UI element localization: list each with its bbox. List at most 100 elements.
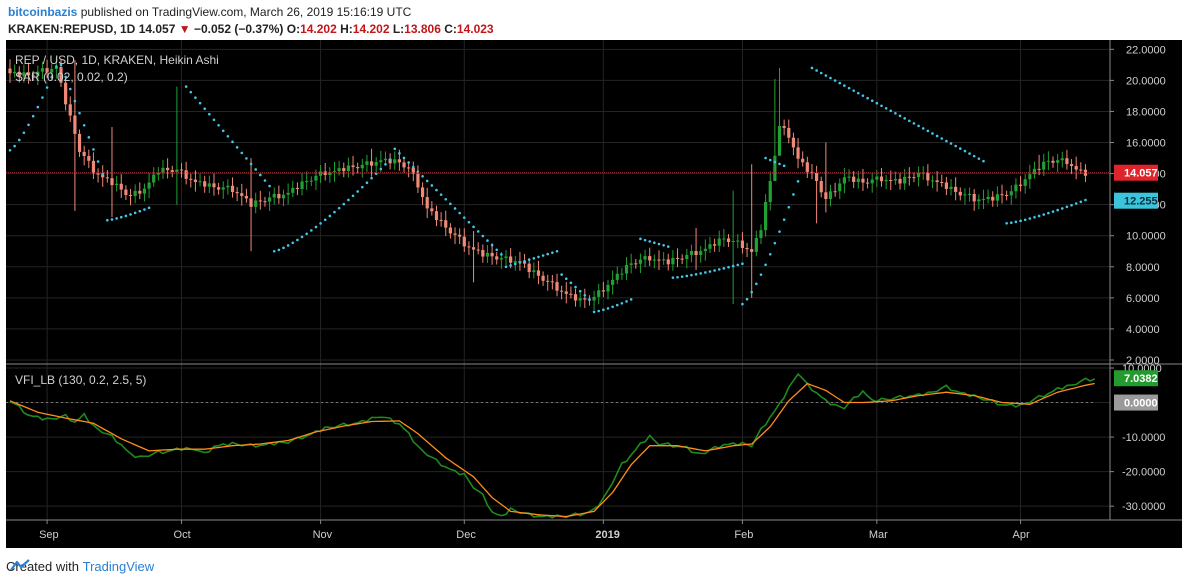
candle-body [332, 171, 337, 173]
sar-dot [1074, 202, 1078, 205]
candle-body [77, 133, 82, 152]
candle-body [351, 165, 355, 168]
sar-dot [1065, 205, 1069, 209]
chart-area[interactable]: REP / USD, 1D, KRAKEN, Heikin Ashi SAR (0… [6, 40, 1182, 548]
candle-body [328, 172, 332, 175]
sar-dot [96, 160, 100, 163]
sar-dot [50, 75, 54, 79]
candle-body [36, 71, 40, 76]
sar-dot [912, 122, 916, 125]
sar-dot [393, 147, 397, 151]
candle-body [101, 174, 105, 178]
candle-body [407, 167, 411, 169]
sar-dot [235, 146, 239, 149]
candle-body [699, 251, 703, 255]
sar-dot [203, 107, 206, 110]
sar-dot [314, 225, 318, 229]
sar-dot [759, 273, 763, 276]
candle-body [995, 194, 999, 201]
candle-body [369, 161, 374, 166]
sar-dot [917, 124, 920, 128]
candle-body [764, 202, 768, 231]
candle-body [175, 169, 179, 173]
sar-dot [305, 232, 308, 236]
candle-body [179, 169, 184, 171]
candle-body [504, 256, 508, 259]
zero-badge-bg [1114, 394, 1158, 411]
candle-body [657, 259, 661, 261]
sar-dot [921, 127, 925, 130]
chart-svg[interactable]: REP / USD, 1D, KRAKEN, Heikin Ashi SAR (0… [6, 40, 1182, 548]
candle-body [337, 168, 341, 172]
sar-dot [22, 131, 26, 135]
tradingview-link[interactable]: TradingView [82, 559, 155, 574]
sar-dot [852, 89, 855, 92]
published-line: bitcoinbazis published on TradingView.co… [8, 5, 411, 19]
candle-body [573, 294, 578, 301]
sar-dot [1070, 203, 1073, 207]
time-label: Oct [174, 529, 191, 541]
candle-body [666, 259, 670, 265]
candle-body [865, 182, 870, 184]
sar-dot [27, 123, 30, 127]
candle-body [601, 290, 605, 292]
author-link[interactable]: bitcoinbazis [8, 5, 78, 19]
sar-dot [504, 265, 508, 269]
sar-dot [398, 152, 401, 155]
sar-dot [602, 308, 605, 312]
candle-body [731, 240, 735, 242]
candle-body [930, 180, 935, 182]
sar-dot [430, 184, 434, 187]
sar-dot [949, 142, 953, 145]
candle-body [31, 75, 35, 77]
candle-body [495, 256, 499, 260]
sar-dot [870, 99, 874, 103]
sar-dot [31, 114, 35, 118]
sar-dot [110, 218, 114, 221]
candle-body [267, 197, 272, 202]
candle-body [397, 159, 401, 163]
price-change: −0.052 (−0.37%) [193, 22, 284, 36]
sar-dot [495, 248, 499, 252]
candle-body [156, 172, 160, 175]
candle-body [22, 72, 26, 77]
sar-dot [342, 202, 346, 206]
sar-dot [648, 240, 652, 243]
candle-body [513, 261, 517, 263]
sar-dot [402, 156, 406, 160]
candle-body [550, 281, 554, 283]
sar-dot [750, 290, 753, 294]
candle-body [884, 180, 888, 182]
sar-dot [476, 230, 480, 233]
candle-body [203, 181, 207, 187]
candle-body [981, 199, 986, 201]
sar-dot [453, 207, 457, 210]
sar-dot [143, 208, 146, 211]
price-tick-label: 18.0000 [1126, 106, 1166, 118]
sar-dot [347, 198, 350, 202]
candle-body [1014, 184, 1018, 192]
sar-dot [458, 211, 461, 215]
candle-body [244, 195, 249, 199]
candle-body [856, 178, 860, 182]
sar-dot [884, 106, 888, 110]
sar-dot [133, 211, 137, 215]
candle-body [152, 174, 156, 183]
sar-dot [551, 251, 554, 254]
candle-body [323, 171, 327, 175]
sar-badge-text: 12.255 [1124, 196, 1158, 208]
candles [8, 57, 1088, 310]
candle-body [17, 71, 21, 77]
candle-body [249, 198, 253, 207]
candle-body [291, 187, 295, 193]
candle-body [921, 172, 925, 174]
sar-dot [36, 105, 40, 109]
candle-body [796, 147, 800, 159]
sar-dot [592, 310, 596, 314]
sar-dot [1051, 210, 1055, 213]
candle-body [685, 254, 689, 260]
candle-body [875, 176, 879, 180]
sar-dot [328, 214, 332, 218]
sar-dot [291, 241, 295, 245]
sar-dot [92, 148, 95, 151]
